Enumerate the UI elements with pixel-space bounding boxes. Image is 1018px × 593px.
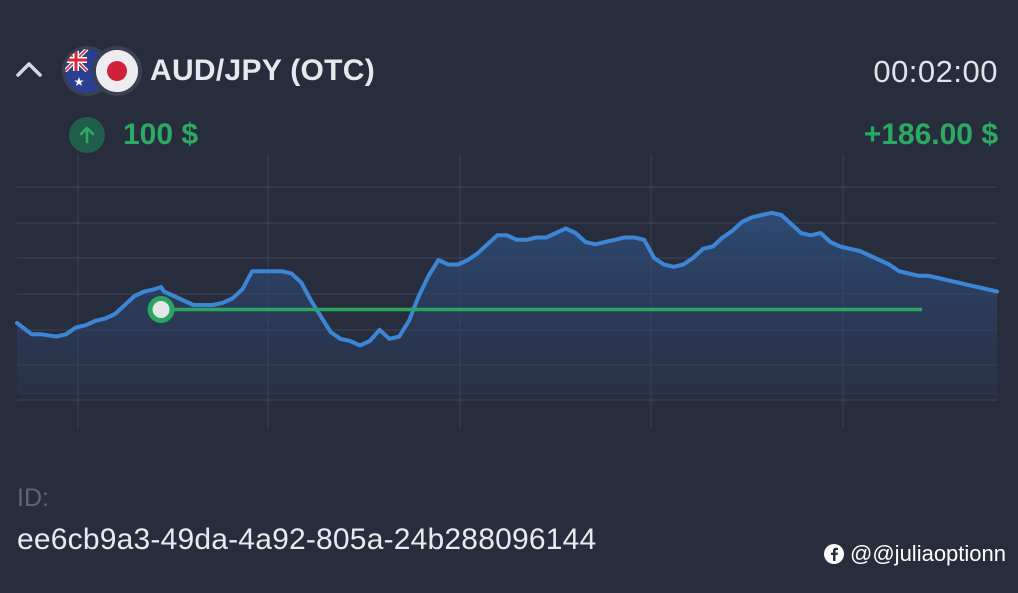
price-area-fill: [17, 212, 997, 395]
arrow-up-icon: [69, 117, 105, 153]
asset-pair-title: AUD/JPY (OTC): [150, 54, 376, 87]
trade-summary: 100 $ +186.00 $: [0, 114, 1018, 156]
trade-id-label: ID:: [17, 484, 49, 512]
price-line: [15, 210, 999, 348]
entry-point-marker: [147, 296, 175, 323]
watermark: @@juliaoptionn: [824, 541, 1006, 567]
asset-header: AUD/JPY (OTC) 00:02:00: [0, 40, 1018, 104]
chevron-up-icon[interactable]: [14, 54, 44, 84]
trade-id-value: ee6cb9a3-49da-4a92-805a-24b288096144: [17, 523, 597, 556]
japan-flag-icon: [92, 46, 142, 96]
price-chart-svg: [15, 154, 999, 428]
watermark-text: @@juliaoptionn: [850, 541, 1006, 566]
currency-pair-flags: [62, 44, 142, 100]
facebook-icon: [824, 544, 845, 564]
stake-amount: 100 $: [123, 118, 199, 151]
payout-amount: +186.00 $: [863, 118, 998, 151]
expiry-timer: 00:02:00: [873, 54, 998, 89]
price-chart: [0, 150, 1018, 435]
